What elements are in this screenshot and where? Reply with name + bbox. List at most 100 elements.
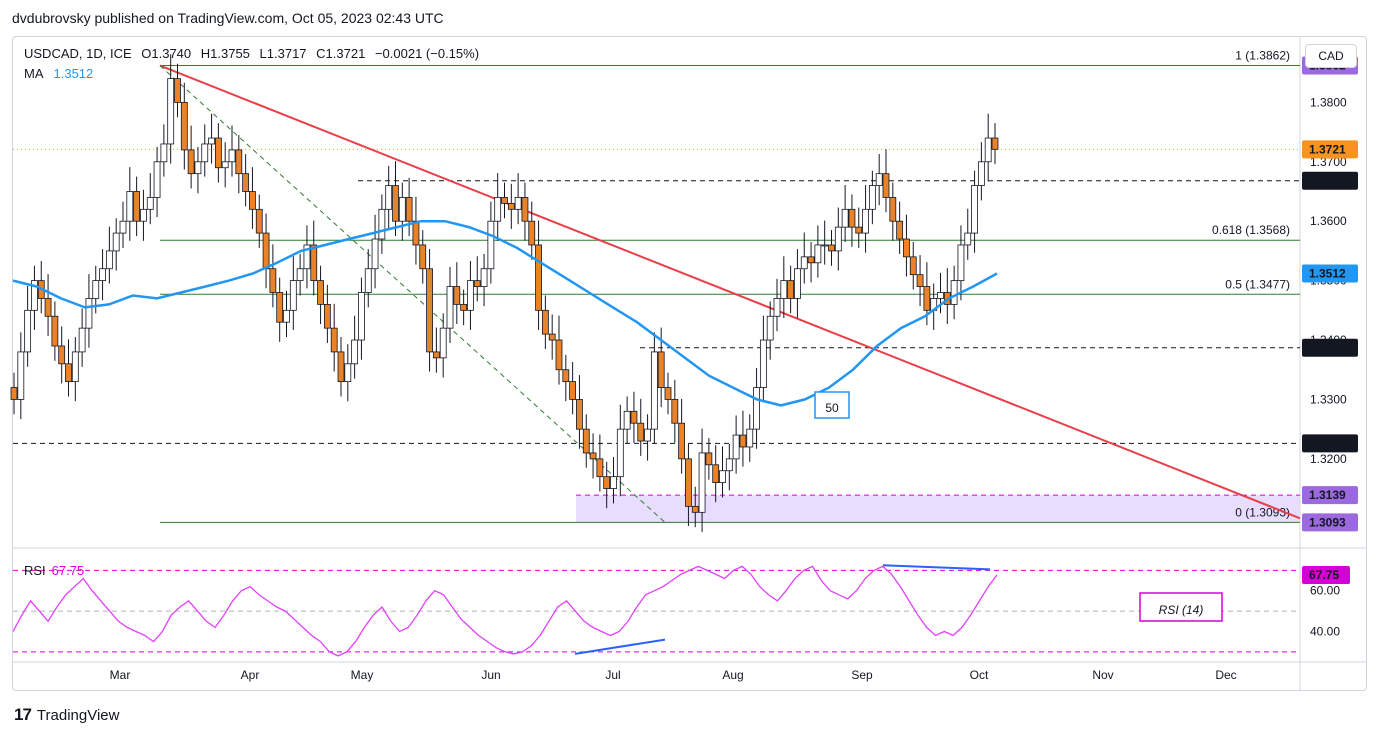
rsi-annotation-label: RSI (14) (1159, 603, 1204, 617)
rsi-annotation-box (1139, 592, 1223, 622)
candle-body (344, 363, 352, 383)
candle-body (868, 185, 876, 210)
candle-body (467, 280, 474, 311)
candle-body (364, 268, 372, 293)
rsi-value: 67.75 (51, 563, 85, 578)
price-axis-badge-text: 1.3721 (1309, 142, 1346, 156)
candle-body (65, 363, 72, 383)
time-tick-label: Mar (110, 668, 131, 682)
price-axis-badge-text: 1.3226 (1309, 436, 1346, 450)
candle-body (146, 197, 154, 210)
price-axis-badge-text: 1.3093 (1309, 515, 1346, 529)
candle-body (303, 244, 311, 270)
candle-body (753, 387, 760, 430)
candle-body (501, 197, 508, 204)
candle-body (800, 256, 808, 270)
price-axis-badge (1302, 338, 1358, 357)
ma-legend[interactable]: MA 1.3512 (24, 66, 93, 81)
price-axis-badge (1302, 140, 1358, 159)
candle-body (426, 268, 433, 353)
candle-body (691, 505, 699, 513)
chart-frame (12, 36, 1367, 691)
candle-body (269, 268, 277, 293)
publish-header: dvdubrovsky published on TradingView.com… (12, 10, 444, 26)
price-axis-badge-text: 1.3139 (1309, 488, 1346, 502)
price-axis-badge (1302, 171, 1358, 190)
candle-body (112, 232, 120, 252)
candle-body (814, 244, 822, 264)
fib-level-label: 0.5 (1.3477) (1225, 277, 1290, 291)
price-axis-badge (1302, 486, 1358, 505)
ma-annotation-box (814, 391, 850, 419)
candle-body (596, 458, 604, 478)
candle-body (562, 369, 570, 383)
time-tick-label: Oct (970, 668, 989, 682)
candle-body (405, 197, 413, 222)
price-tick-label: 1.3200 (1310, 452, 1347, 466)
candle-body (487, 220, 495, 270)
candle-body (174, 78, 181, 103)
fib-diagonal (159, 65, 666, 523)
candle-body (255, 208, 263, 234)
ma-line (12, 219, 998, 407)
change-value: −0.0021 (−0.15%) (374, 46, 480, 61)
candle-body (848, 208, 856, 228)
brand-name[interactable]: TradingView (36, 706, 120, 724)
time-tick-label: Apr (241, 668, 260, 682)
candle-body (419, 244, 427, 270)
candle-body (650, 351, 658, 430)
candle-body (678, 422, 686, 460)
candle-body (964, 232, 972, 246)
fib-level-label: 1 (1.3862) (1235, 49, 1290, 63)
ma-value: 1.3512 (53, 66, 94, 81)
candle-body (105, 250, 113, 270)
candle-body (576, 399, 583, 430)
candle-body (221, 161, 229, 169)
candle-body (153, 161, 161, 198)
candle-body (637, 422, 645, 442)
rsi-tick-label: 60.00 (1310, 584, 1340, 598)
candle-body (555, 339, 563, 371)
candle-body (957, 244, 965, 282)
rsi-legend[interactable]: RSI 67.75 (24, 563, 84, 578)
symbol-label[interactable]: USDCAD, 1D, ICE (24, 46, 132, 61)
candle-body (119, 220, 127, 234)
tradingview-logo-icon: 17 (14, 705, 32, 724)
candle-body (180, 101, 188, 151)
low-value: L1.3717 (259, 46, 307, 61)
candle-body (746, 428, 754, 448)
candle-body (923, 286, 931, 311)
candle-body (51, 315, 59, 347)
price-axis-badge-text: 1.3387 (1309, 341, 1346, 355)
candle-body (58, 345, 66, 365)
time-tick-label: Nov (1092, 668, 1113, 682)
candle-body (24, 309, 32, 353)
candle-body (794, 268, 801, 299)
footer: 17 TradingView (14, 705, 119, 725)
candle-body (950, 280, 958, 305)
candle-body (739, 434, 747, 448)
candle-body (85, 298, 93, 329)
candle-body (514, 197, 522, 210)
close-value: C1.3721 (316, 46, 366, 61)
candle-body (630, 410, 638, 424)
candle-body (351, 339, 359, 365)
candle-body (439, 327, 447, 359)
candle-body (412, 220, 420, 246)
candle-body (685, 458, 692, 507)
candle-body (453, 286, 461, 305)
candle-body (71, 351, 79, 383)
candle-body (330, 327, 338, 353)
currency-button[interactable]: CAD (1305, 44, 1357, 68)
candle-body (208, 137, 215, 145)
trendline (159, 64, 1301, 520)
candle-body (92, 280, 100, 299)
candle-body (194, 161, 202, 175)
candle-body (610, 476, 617, 489)
ma-annotation-label: 50 (825, 401, 839, 415)
time-tick-label: Jun (481, 668, 500, 682)
ma-label: MA (24, 66, 44, 81)
candle-body (719, 470, 726, 484)
candle-body (17, 351, 25, 400)
